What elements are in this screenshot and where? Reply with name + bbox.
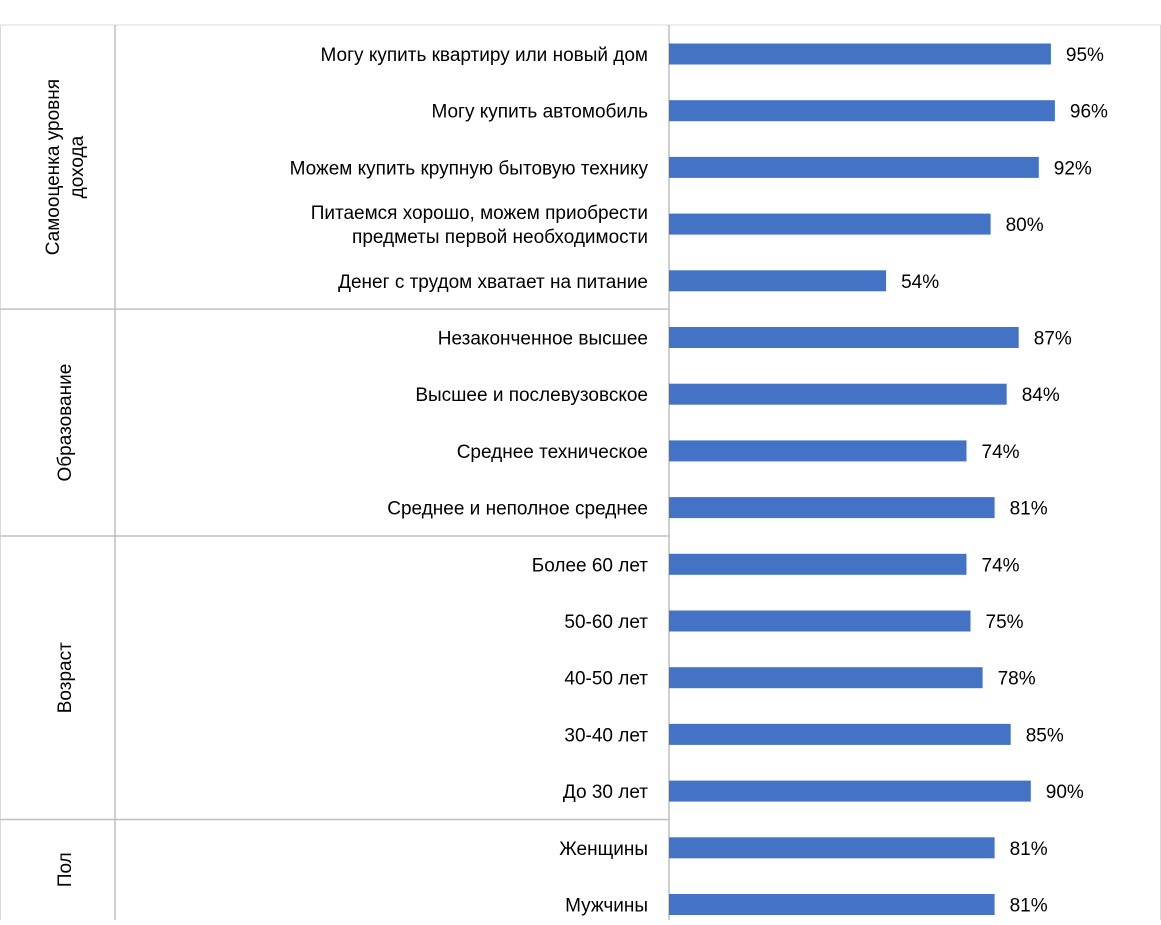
category-label: Питаемся хорошо, можем приобрести предмет… [311, 203, 648, 248]
category-label: Женщины [559, 839, 648, 860]
data-label: 75% [986, 612, 1024, 633]
category-label-line: 30-40 лет [564, 725, 648, 746]
category-label: Денег с трудом хватает на питание [338, 272, 648, 293]
category-label-line: Женщины [559, 839, 648, 860]
group-label: Пол [55, 852, 76, 887]
data-label: 84% [1022, 385, 1060, 406]
category-label: До 30 лет [563, 782, 648, 803]
category-label-line: Могу купить автомобиль [431, 102, 648, 123]
data-label: 80% [1006, 215, 1044, 236]
group-label: Самооценка уровня дохода [43, 79, 88, 255]
bar [669, 213, 991, 235]
data-label: 81% [1010, 896, 1048, 917]
category-label-line: Могу купить квартиру или новый дом [321, 45, 649, 66]
category-label-line: 40-50 лет [564, 669, 648, 690]
bar [669, 667, 983, 689]
bar [669, 497, 995, 519]
category-label-line: Питаемся хорошо, можем приобрести [311, 203, 648, 224]
data-label: 74% [982, 442, 1020, 463]
category-label: Среднее техническое [457, 442, 648, 463]
group-label-line: Образование [55, 364, 76, 482]
bar [669, 780, 1031, 802]
bar [669, 553, 967, 575]
category-label: Среднее и неполное среднее [387, 499, 648, 520]
data-label: 96% [1070, 102, 1108, 123]
category-label: Могу купить квартиру или новый дом [321, 45, 649, 66]
category-label: Более 60 лет [532, 555, 649, 576]
data-label: 74% [982, 555, 1020, 576]
bar [669, 837, 995, 859]
category-label-line: 50-60 лет [564, 612, 648, 633]
bar [669, 156, 1039, 178]
group-label-line: Пол [55, 852, 76, 887]
category-label-line: Можем купить крупную бытовую технику [290, 158, 649, 179]
category-label-line: Мужчины [565, 896, 648, 917]
category-label-line: Среднее и неполное среднее [387, 499, 648, 520]
category-label-line: Незаконченное высшее [438, 329, 648, 350]
bar [669, 894, 995, 915]
group-label: Возраст [55, 642, 76, 713]
category-label: 50-60 лет [564, 612, 648, 633]
group-label-line: Возраст [55, 642, 76, 713]
group-label-line: дохода [67, 135, 88, 198]
data-label: 54% [901, 272, 939, 293]
bar [669, 383, 1007, 405]
group-label: Образование [55, 364, 76, 482]
data-label: 90% [1046, 782, 1084, 803]
group-label-line: Самооценка уровня [43, 79, 64, 255]
bar [669, 440, 967, 462]
bar [669, 43, 1051, 65]
category-label: Мужчины [565, 896, 648, 917]
category-label: Могу купить автомобиль [431, 102, 648, 123]
category-label-line: До 30 лет [563, 782, 648, 803]
category-label: 30-40 лет [564, 725, 648, 746]
bar [669, 723, 1011, 745]
category-label-line: Денег с трудом хватает на питание [338, 272, 648, 293]
data-label: 81% [1010, 499, 1048, 520]
bar [669, 270, 887, 292]
category-label-line: Более 60 лет [532, 555, 649, 576]
category-label: Высшее и послевузовское [415, 385, 648, 406]
category-label: Незаконченное высшее [438, 329, 648, 350]
category-label: 40-50 лет [564, 669, 648, 690]
category-label-line: предметы первой необходимости [352, 227, 648, 248]
category-label-line: Высшее и послевузовское [415, 385, 648, 406]
data-label: 92% [1054, 158, 1092, 179]
data-label: 95% [1066, 45, 1104, 66]
data-label: 85% [1026, 725, 1064, 746]
bar [669, 100, 1055, 122]
data-label: 87% [1034, 329, 1072, 350]
data-label: 81% [1010, 839, 1048, 860]
bar [669, 327, 1019, 348]
data-label: 78% [998, 669, 1036, 690]
category-label-line: Среднее техническое [457, 442, 648, 463]
category-label: Можем купить крупную бытовую технику [290, 158, 649, 179]
bar [669, 610, 971, 632]
